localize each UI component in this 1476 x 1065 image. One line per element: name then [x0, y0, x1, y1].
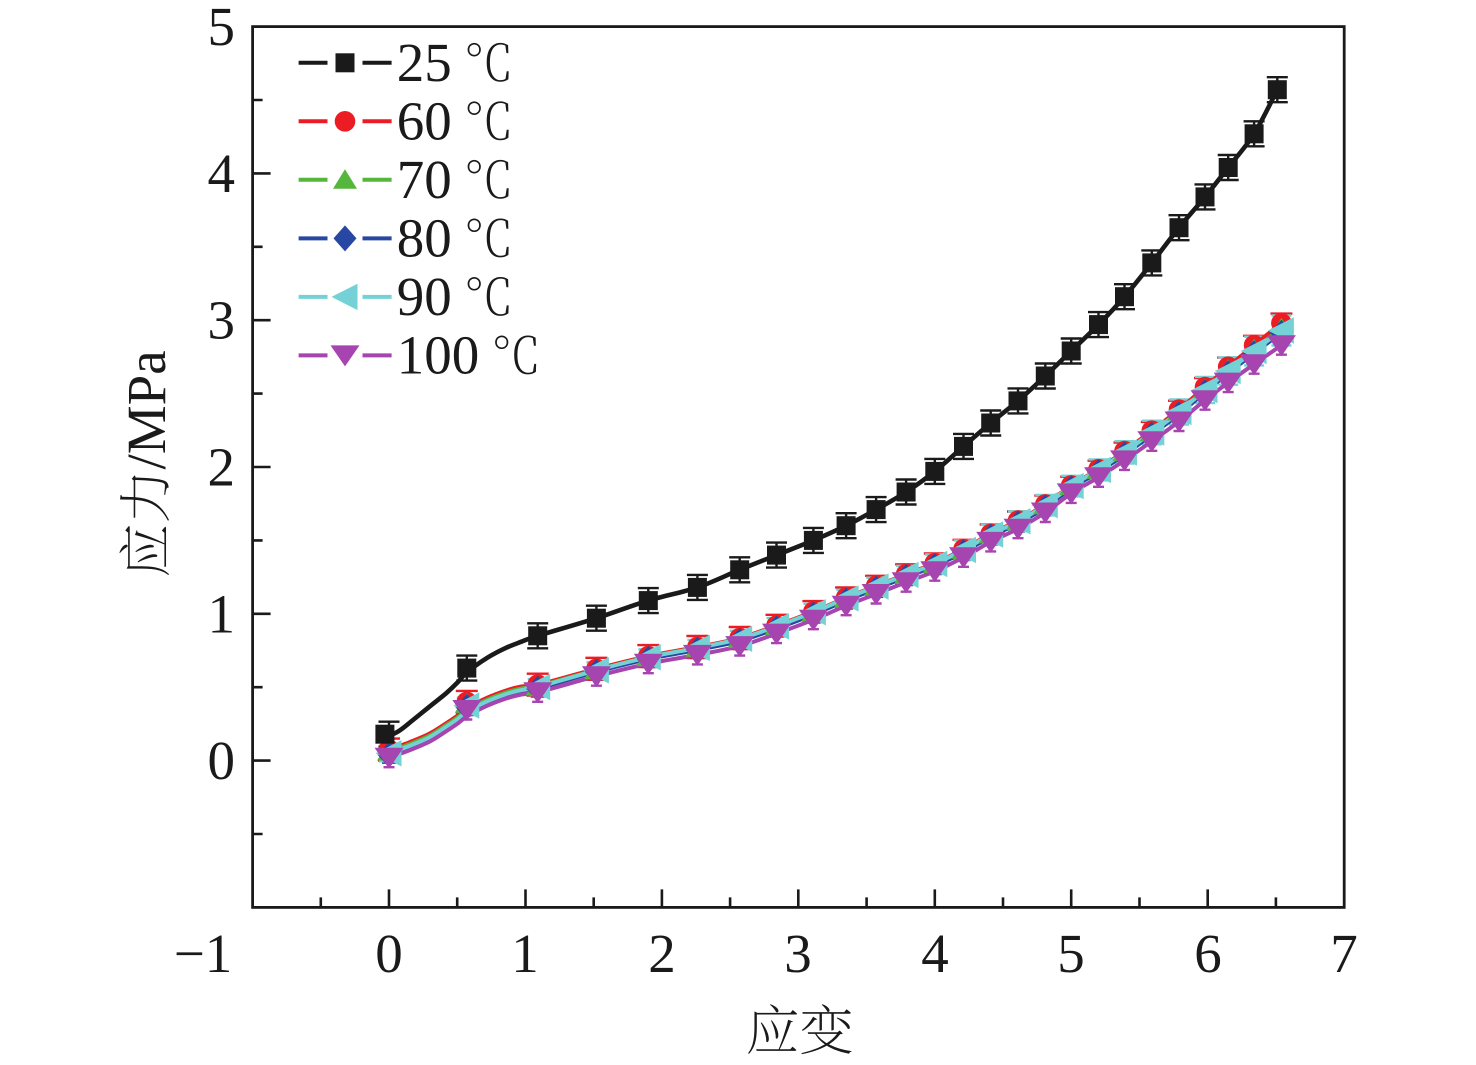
- svg-text:3: 3: [784, 923, 812, 984]
- svg-text:3: 3: [208, 290, 236, 351]
- svg-text:0: 0: [375, 923, 403, 984]
- svg-text:4: 4: [921, 923, 949, 984]
- svg-text:100: 100: [397, 325, 480, 386]
- svg-text:−1: −1: [174, 923, 233, 984]
- svg-text:25: 25: [397, 32, 452, 93]
- svg-text:90: 90: [397, 266, 452, 327]
- svg-text:6: 6: [1194, 923, 1222, 984]
- svg-text:1: 1: [511, 923, 539, 984]
- svg-text:80: 80: [397, 208, 452, 269]
- svg-text:2: 2: [648, 923, 676, 984]
- svg-text:60: 60: [397, 91, 452, 152]
- svg-text:5: 5: [1057, 923, 1085, 984]
- svg-text:2: 2: [208, 437, 236, 498]
- svg-text:4: 4: [208, 143, 236, 204]
- svg-text:7: 7: [1330, 923, 1358, 984]
- svg-text:/MPa: /MPa: [116, 350, 177, 469]
- svg-text:5: 5: [208, 0, 236, 57]
- svg-text:0: 0: [208, 730, 236, 791]
- svg-text:70: 70: [397, 149, 452, 210]
- svg-text:1: 1: [208, 583, 236, 644]
